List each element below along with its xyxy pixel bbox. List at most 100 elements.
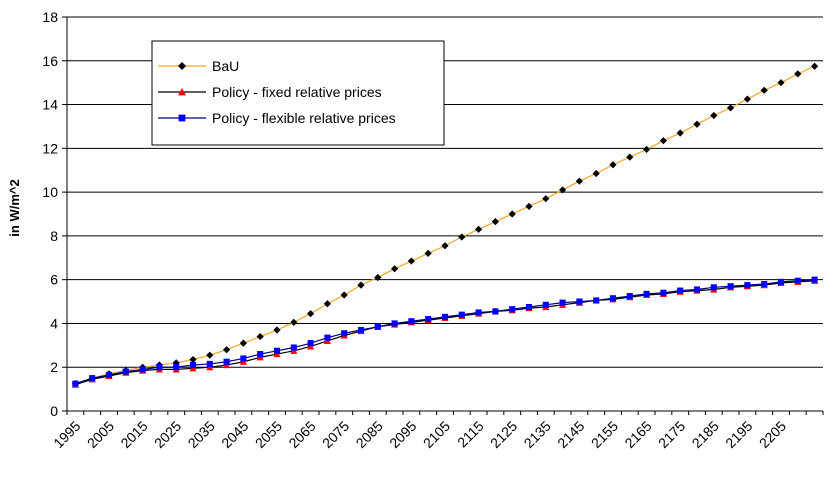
data-point [626, 293, 633, 300]
data-point [743, 95, 751, 103]
data-point [206, 351, 214, 359]
data-point [542, 301, 549, 308]
data-point [357, 281, 365, 289]
legend-label: BaU [212, 58, 239, 74]
x-tick-label: 2005 [84, 418, 117, 451]
x-tick-label: 2035 [185, 418, 218, 451]
x-tick-label: 2135 [521, 418, 554, 451]
data-point [122, 368, 129, 375]
x-tick-label: 2115 [454, 418, 487, 451]
data-point [290, 344, 297, 351]
x-tick-label: 2175 [655, 418, 688, 451]
legend-swatch-marker [178, 88, 186, 96]
y-axis-label: in W/m^2 [7, 179, 22, 236]
x-tick-label: 2105 [420, 418, 453, 451]
x-tick-label: 2065 [285, 418, 318, 451]
series-2 [72, 276, 818, 387]
data-point [609, 295, 617, 302]
data-point [559, 299, 566, 306]
x-tick-label: 2055 [252, 418, 285, 451]
data-point [424, 249, 432, 257]
data-point [693, 286, 701, 293]
y-tick-label: 18 [42, 9, 58, 25]
data-point [576, 298, 583, 305]
data-point [307, 309, 315, 318]
data-point [593, 297, 600, 304]
data-point [660, 289, 667, 296]
x-tick-labels: 1995 2005 2015 2025 2035 2045 2055 2065 2075 2085… [50, 418, 789, 451]
data-point [173, 364, 180, 371]
y-tick-label: 10 [42, 184, 58, 200]
data-point [257, 351, 264, 358]
x-tick-label: 2155 [588, 418, 621, 451]
data-point [458, 311, 465, 318]
data-point [307, 340, 314, 347]
data-point [273, 326, 281, 334]
x-tick-label: 2195 [722, 418, 755, 451]
x-tick-label: 2165 [621, 418, 654, 451]
series-layer [71, 62, 819, 388]
legend: BaU Policy - fixed relative prices Policy … [151, 40, 445, 146]
data-point [777, 278, 785, 285]
data-point [156, 364, 163, 371]
data-point [676, 129, 684, 137]
x-tick-label: 2015 [117, 418, 150, 451]
data-point [223, 358, 230, 365]
data-point [458, 233, 466, 241]
x-tick-label: 2045 [218, 418, 251, 451]
data-point [374, 323, 381, 330]
data-point [189, 361, 197, 369]
data-point [592, 169, 600, 178]
legend-swatch-marker [178, 114, 186, 122]
data-point [374, 273, 382, 282]
y-tick-label: 6 [50, 272, 58, 288]
data-point [492, 308, 499, 315]
x-tick-label: 2025 [151, 418, 184, 451]
legend-item: BaU [158, 58, 239, 74]
data-point [256, 332, 264, 341]
data-point [139, 366, 146, 373]
data-point [290, 318, 298, 326]
data-point [811, 276, 818, 283]
series-1 [71, 277, 819, 388]
data-point [340, 291, 348, 299]
data-point [89, 375, 96, 382]
data-point [643, 290, 650, 297]
x-tick-label: 2095 [386, 418, 419, 451]
data-point [441, 242, 449, 250]
y-tick-label: 0 [50, 403, 58, 419]
data-point [273, 347, 281, 354]
data-point [491, 218, 499, 226]
data-point [105, 371, 113, 378]
x-tick-label: 2125 [487, 418, 520, 451]
legend-item: Policy - flexible relative prices [158, 110, 396, 126]
data-point [677, 287, 684, 294]
y-tick-label: 16 [42, 53, 58, 69]
data-point [575, 177, 583, 185]
data-point [811, 62, 819, 70]
data-point [408, 318, 415, 325]
data-point [475, 225, 483, 233]
data-point [475, 309, 482, 316]
data-point [407, 257, 415, 265]
data-point [559, 186, 567, 194]
data-point [341, 330, 348, 337]
y-tick-label: 4 [50, 315, 58, 331]
data-point [744, 282, 751, 289]
data-point [760, 86, 768, 94]
data-point [441, 313, 449, 320]
y-tick-label: 8 [50, 228, 58, 244]
data-point [693, 120, 701, 128]
data-point [72, 380, 79, 387]
data-point [727, 104, 735, 112]
data-point [609, 161, 617, 169]
axes [66, 17, 824, 415]
data-point [643, 145, 651, 154]
data-point [391, 265, 399, 273]
series-line [75, 280, 815, 386]
data-point [425, 316, 432, 323]
data-point [525, 202, 533, 210]
data-point [323, 300, 331, 308]
data-point [761, 280, 768, 288]
